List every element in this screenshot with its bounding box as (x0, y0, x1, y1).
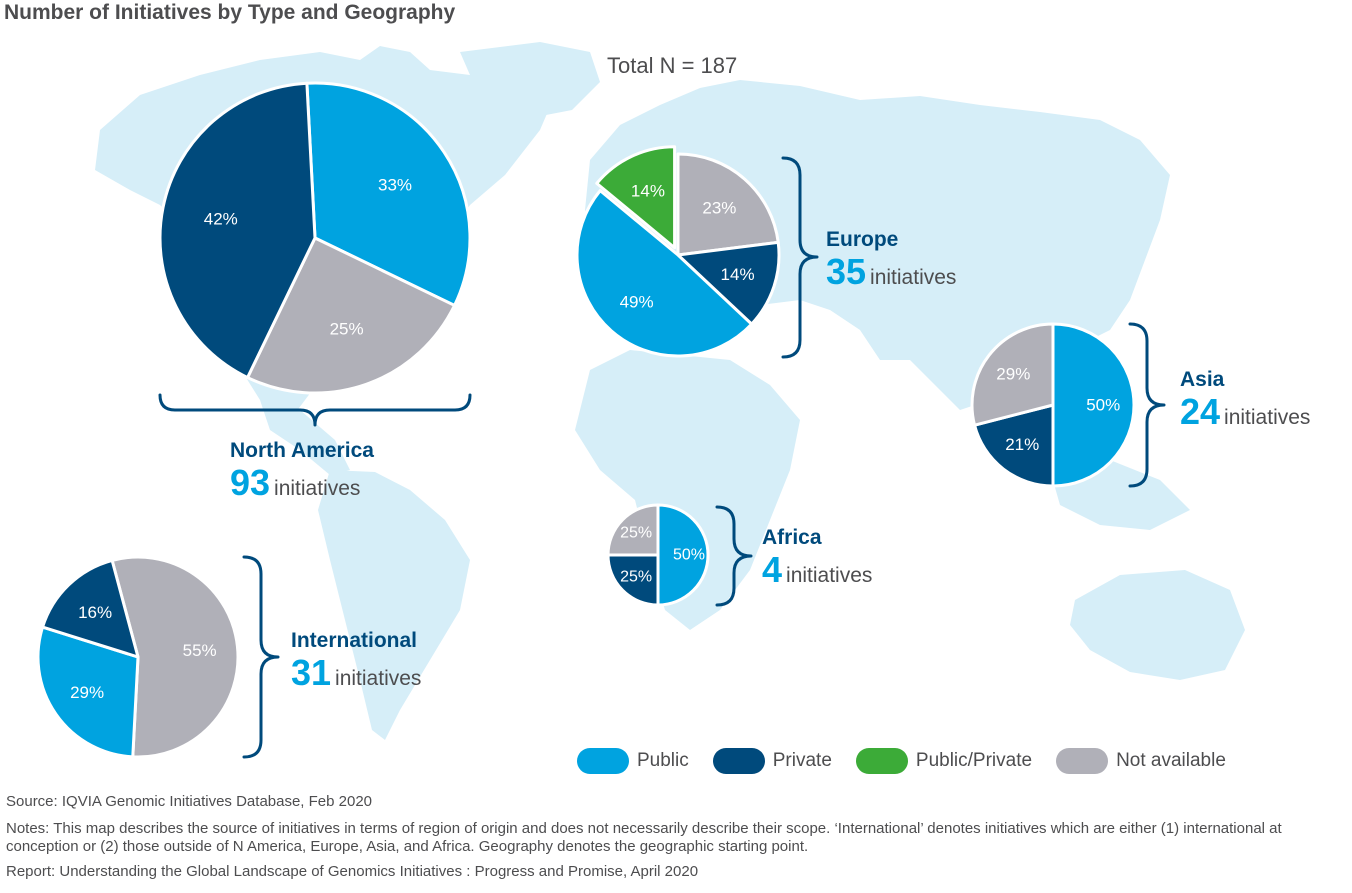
pie-slice-label: 33% (378, 175, 412, 194)
region-label-international: International 31 initiatives (291, 630, 421, 691)
total-count-label: Total N = 187 (607, 53, 738, 78)
report-note: Report: Understanding the Global Landsca… (6, 863, 699, 880)
region-name: International (291, 629, 418, 652)
map-central-america (260, 400, 350, 475)
pie-slice-public (656, 503, 710, 607)
region-count: 35 (826, 251, 867, 292)
region-name: Asia (1180, 368, 1225, 391)
region-count: 31 (291, 652, 332, 693)
region-label-asia: Asia 24 initiatives (1180, 369, 1310, 430)
legend-item-not-available: Not available (1056, 748, 1226, 774)
pie-international: 55% 29% 16% (36, 555, 240, 759)
map-africa (575, 350, 800, 630)
pie-slice-private (41, 558, 140, 659)
pie-slice-label: 14% (721, 265, 755, 284)
region-count: 93 (230, 462, 271, 503)
region-name: Europe (826, 228, 899, 251)
pie-slice-public (36, 625, 140, 759)
legend-item-public: Public (577, 748, 689, 774)
legend-item-public-private: Public/Private (855, 748, 1033, 774)
pie-slice-label: 16% (78, 603, 112, 622)
map-australia (1070, 570, 1245, 680)
pie-slice-private (606, 553, 660, 607)
legend-swatch (577, 748, 629, 774)
pie-slice-label: 50% (1086, 396, 1120, 415)
pie-slice-label: 50% (673, 547, 705, 564)
pie-slice-label: 21% (1005, 435, 1039, 454)
pie-slice-label: 49% (620, 292, 654, 311)
region-label-africa: Africa 4 initiatives (762, 527, 872, 588)
region-name: North America (230, 439, 374, 462)
pie-slice-label: 14% (631, 182, 665, 201)
legend-label: Not available (1116, 750, 1226, 771)
pie-north-america: 33% 25% 42% (158, 81, 472, 395)
chart-title: Number of Initiatives by Type and Geogra… (4, 1, 456, 24)
pie-slice-not-available (110, 555, 240, 759)
region-count: 4 (762, 549, 783, 590)
pie-slice-label: 25% (330, 319, 364, 338)
pie-slice-label: 23% (702, 199, 736, 218)
pie-slice-public-private (595, 145, 677, 250)
map-greenland (460, 42, 600, 120)
legend-swatch (1056, 748, 1109, 774)
pie-slice-not-available (606, 503, 660, 557)
region-unit: initiatives (335, 667, 422, 690)
legend-label: Public (637, 750, 689, 771)
pie-slice-private (973, 403, 1055, 488)
pie-asia: 50% 21% 29% (970, 322, 1136, 488)
pie-slice-label: 55% (183, 641, 217, 660)
bracket-africa (715, 505, 753, 607)
pie-slice-label: 42% (204, 210, 238, 229)
pie-slice-private (158, 81, 317, 380)
region-unit: initiatives (786, 564, 873, 587)
region-count: 24 (1180, 391, 1221, 432)
bracket-north-america (158, 393, 472, 427)
legend-swatch (712, 748, 765, 774)
legend-label: Public/Private (915, 750, 1033, 771)
pie-slice-not-available (970, 322, 1055, 427)
region-unit: initiatives (274, 477, 361, 500)
pie-slice-public (305, 81, 472, 307)
pie-africa: 50% 25% 25% (606, 503, 710, 607)
pie-slice-not-available (676, 152, 780, 257)
region-label-north-america: North America 93 initiatives (230, 440, 374, 501)
region-name: Africa (762, 526, 822, 549)
pie-slice-label: 25% (620, 568, 652, 585)
legend-item-private: Private (712, 748, 832, 774)
pie-slice-label: 29% (996, 365, 1030, 384)
bracket-asia (1128, 322, 1166, 488)
region-unit: initiatives (870, 266, 957, 289)
bracket-international (242, 555, 280, 759)
notes-text: Notes: This map describes the source of … (6, 820, 1282, 855)
pie-slice-not-available (246, 236, 457, 395)
pie-slice-public (575, 189, 754, 358)
legend-swatch (855, 748, 908, 774)
pie-slice-public (1051, 322, 1136, 488)
region-unit: initiatives (1224, 406, 1311, 429)
pie-slice-label: 25% (620, 525, 652, 542)
source-note: Source: IQVIA Genomic Initiatives Databa… (6, 793, 373, 810)
chart-legend: Public Private Public/Private Not availa… (577, 748, 1226, 774)
bracket-europe (781, 156, 819, 359)
legend-label: Private (772, 750, 832, 771)
pie-slice-private (676, 240, 781, 326)
pie-europe: 23% 14% 49% 14% (575, 145, 781, 358)
region-label-europe: Europe 35 initiatives (826, 229, 956, 290)
map-south-america (318, 470, 470, 740)
pie-slice-label: 29% (70, 683, 104, 702)
region-brackets (158, 156, 1166, 759)
